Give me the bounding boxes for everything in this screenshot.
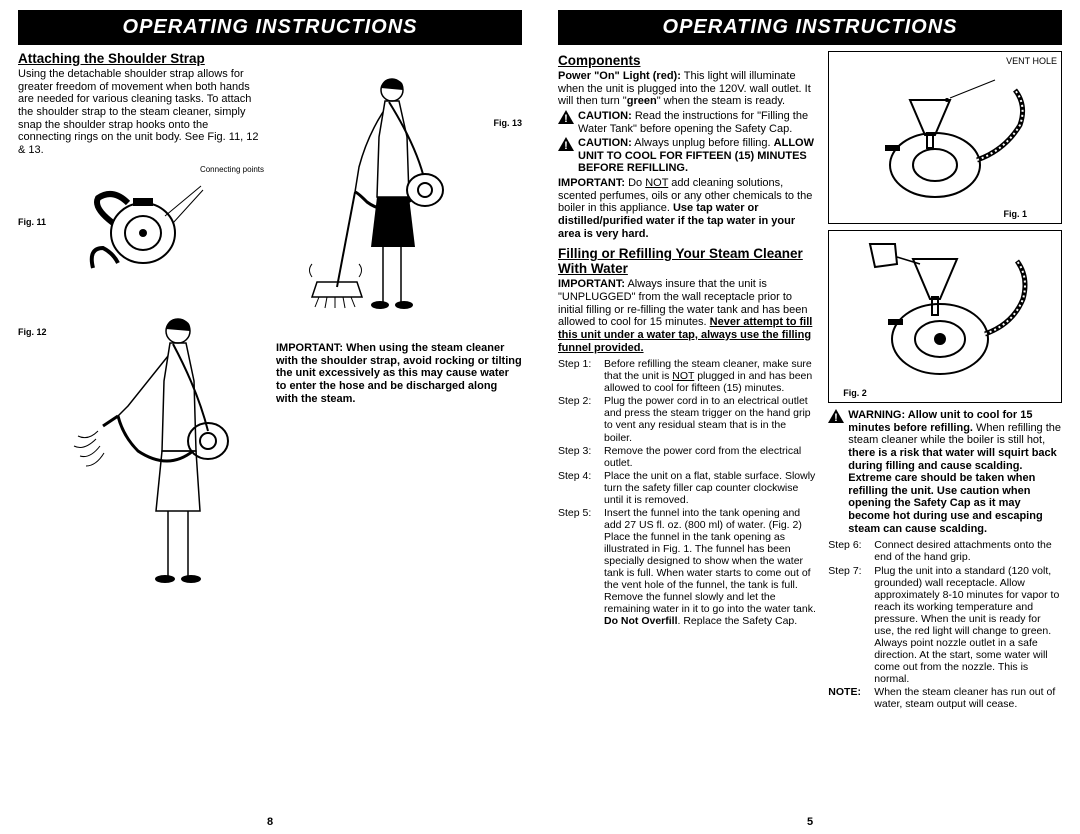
fig-13-illustration	[297, 72, 467, 332]
shoulder-strap-important: IMPORTANT: When using the steam cleaner …	[276, 342, 522, 405]
caution-2-text: Always unplug before filling.	[632, 137, 774, 149]
step-row: Step 2:Plug the power cord in to an elec…	[558, 395, 816, 443]
connecting-points-label: Connecting points	[52, 166, 264, 174]
power-on-green: green	[627, 95, 657, 107]
important-pre: Do	[625, 177, 645, 189]
important-not: NOT	[645, 177, 668, 189]
caution-1: CAUTION: Read the instructions for "Fill…	[578, 110, 816, 135]
power-on-label: Power "On" Light (red):	[558, 70, 681, 82]
right-page: OPERATING INSTRUCTIONS Components Power …	[540, 0, 1080, 834]
step-text: Place the unit on a flat, stable surface…	[604, 470, 816, 506]
fig-1-label: Fig. 1	[833, 209, 1027, 219]
step-label: Step 2:	[558, 395, 598, 443]
fig-12-label: Fig. 12	[18, 327, 47, 337]
shoulder-strap-heading: Attaching the Shoulder Strap	[18, 51, 522, 66]
right-page-number: 5	[540, 816, 1080, 828]
fig-2-box: Fig. 2	[828, 230, 1062, 403]
step-label: Step 6:	[828, 539, 868, 563]
warning-triangle-icon: !	[558, 137, 574, 151]
left-title-bar: OPERATING INSTRUCTIONS	[18, 10, 522, 45]
step-label: Step 3:	[558, 445, 598, 469]
fig-1-box: VENT HOLE Fi	[828, 51, 1062, 224]
step-text: Plug the unit into a standard (120 volt,…	[874, 565, 1062, 686]
svg-text:!: !	[564, 113, 568, 124]
step-text: Insert the funnel into the tank opening …	[604, 507, 816, 628]
fig-11-label: Fig. 11	[18, 217, 46, 227]
step-text: Connect desired attachments onto the end…	[874, 539, 1062, 563]
warning-triangle-icon: !	[558, 110, 574, 124]
svg-text:!: !	[834, 412, 838, 423]
steps-list-right: Step 6:Connect desired attachments onto …	[828, 539, 1062, 685]
step-text: Remove the power cord from the electrica…	[604, 445, 816, 469]
note-row: NOTE: When the steam cleaner has run out…	[828, 686, 1062, 710]
filling-important: IMPORTANT: Always insure that the unit i…	[558, 278, 816, 354]
power-on-text: Power "On" Light (red): This light will …	[558, 70, 816, 108]
step-label: Step 4:	[558, 470, 598, 506]
note-label: NOTE:	[828, 686, 861, 698]
step-row: Step 3:Remove the power cord from the el…	[558, 445, 816, 469]
note-text: When the steam cleaner has run out of wa…	[874, 686, 1062, 710]
step-row: Step 4:Place the unit on a flat, stable …	[558, 470, 816, 506]
svg-text:!: !	[564, 140, 568, 151]
step-text: Plug the power cord in to an electrical …	[604, 395, 816, 443]
step-label: Step 7:	[828, 565, 868, 686]
filling-important-label: IMPORTANT:	[558, 278, 625, 290]
step-text: Before refilling the steam cleaner, make…	[604, 358, 816, 394]
filling-heading: Filling or Refilling Your Steam Cleaner …	[558, 246, 816, 276]
fig-2-illustration	[855, 239, 1035, 384]
right-title-bar: OPERATING INSTRUCTIONS	[558, 10, 1062, 45]
important-chemicals: IMPORTANT: Do NOT add cleaning solutions…	[558, 177, 816, 240]
shoulder-strap-intro: Using the detachable shoulder strap allo…	[18, 68, 264, 156]
fig-11-illustration	[83, 178, 233, 273]
caution-2: CAUTION: Always unplug before filling. A…	[578, 137, 816, 175]
step-label: Step 5:	[558, 507, 598, 628]
shoulder-strap-important-text: IMPORTANT: When using the steam cleaner …	[276, 342, 522, 405]
left-page-number: 8	[0, 816, 540, 828]
fig-1-illustration	[855, 70, 1035, 205]
step-row: Step 6:Connect desired attachments onto …	[828, 539, 1062, 563]
power-on-tail: " when the steam is ready.	[657, 95, 785, 107]
warning-cool: WARNING: Allow unit to cool for 15 minut…	[848, 409, 1062, 535]
step-label: Step 1:	[558, 358, 598, 394]
step-row: Step 7:Plug the unit into a standard (12…	[828, 565, 1062, 686]
fig-13-label: Fig. 13	[493, 118, 522, 128]
step-row: Step 5:Insert the funnel into the tank o…	[558, 507, 816, 628]
caution-1-label: CAUTION:	[578, 110, 632, 122]
fig-12-illustration	[68, 311, 248, 591]
vent-hole-label: VENT HOLE	[833, 56, 1057, 66]
important-label: IMPORTANT:	[558, 177, 625, 189]
caution-2-label: CAUTION:	[578, 137, 632, 149]
warning-triangle-icon: !	[828, 409, 844, 423]
steps-list-left: Step 1:Before refilling the steam cleane…	[558, 358, 816, 627]
warning-cool-bold: there is a risk that water will squirt b…	[848, 447, 1056, 535]
components-heading: Components	[558, 53, 816, 68]
step-row: Step 1:Before refilling the steam cleane…	[558, 358, 816, 394]
left-page: OPERATING INSTRUCTIONS Attaching the Sho…	[0, 0, 540, 834]
fig-2-label: Fig. 2	[843, 388, 1057, 398]
